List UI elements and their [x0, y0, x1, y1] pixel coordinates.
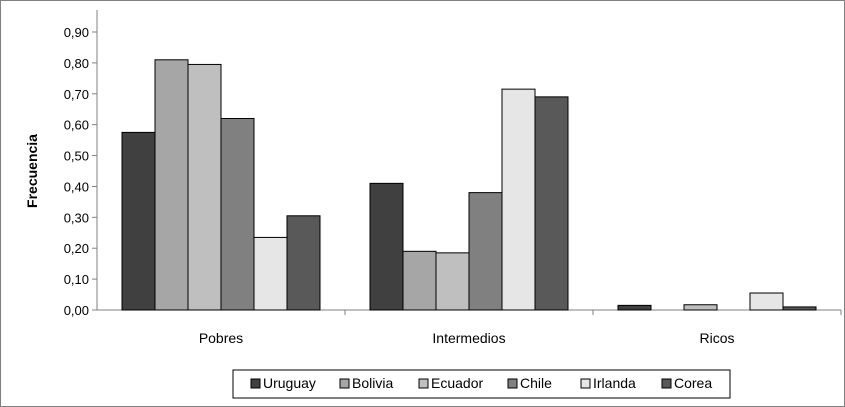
bar-ecuador-pobres	[187, 63, 222, 311]
legend-label-uruguay: Uruguay	[263, 375, 316, 391]
y-tick-label: 0,40	[64, 179, 89, 194]
legend-swatch-bolivia	[339, 378, 350, 389]
x-category-label: Ricos	[699, 330, 734, 346]
bar-uruguay-intermedios	[369, 182, 404, 311]
plot-area: 0,00 0,10 0,20 0,30 0,40 0,50 0,60 0,70 0,80 0,90…	[64, 10, 842, 346]
bar-irlanda-intermedios	[501, 88, 536, 311]
y-tick-label: 0,90	[64, 25, 89, 40]
y-tick-label: 0,70	[64, 87, 89, 102]
legend-swatch-irlanda	[580, 378, 591, 389]
bar-bolivia-pobres	[154, 59, 189, 311]
bar-uruguay-pobres	[121, 131, 156, 311]
bar-chile-intermedios	[468, 192, 503, 311]
bar-irlanda-ricos	[749, 292, 784, 311]
y-tick-label: 0,10	[64, 272, 89, 287]
bar-chile-pobres	[220, 117, 255, 311]
x-category-label: Intermedios	[432, 330, 505, 346]
y-axis-title-group: Frecuencia	[24, 134, 40, 208]
legend-swatch-corea	[661, 378, 672, 389]
legend-box	[232, 369, 731, 399]
bar-corea-intermedios	[534, 96, 569, 311]
legend-label-irlanda: Irlanda	[593, 375, 636, 391]
y-tick-label: 0,00	[64, 303, 89, 318]
legend-label-corea: Corea	[674, 375, 712, 391]
bar-corea-ricos	[782, 306, 817, 311]
bar-ecuador-ricos	[683, 304, 718, 311]
x-category-label: Pobres	[199, 330, 243, 346]
legend-swatch-ecuador	[418, 378, 429, 389]
legend-label-ecuador: Ecuador	[431, 375, 483, 391]
legend-swatch-chile	[507, 378, 518, 389]
bar-bolivia-intermedios	[402, 250, 437, 311]
legend-swatch-uruguay	[250, 378, 261, 389]
y-axis-title: Frecuencia	[24, 134, 40, 208]
y-tick-label: 0,80	[64, 56, 89, 71]
legend: Uruguay Bolivia Ecuador Chile Irlanda Corea	[232, 369, 731, 399]
bar-ecuador-intermedios	[435, 252, 470, 311]
bar-uruguay-ricos	[617, 304, 652, 311]
y-tick-label: 0,20	[64, 241, 89, 256]
y-tick-label: 0,30	[64, 210, 89, 225]
legend-label-bolivia: Bolivia	[352, 375, 393, 391]
y-tick-label: 0,50	[64, 149, 89, 164]
bar-irlanda-pobres	[253, 236, 288, 311]
bar-corea-pobres	[286, 215, 321, 311]
y-tick-label: 0,60	[64, 118, 89, 133]
legend-label-chile: Chile	[520, 375, 552, 391]
